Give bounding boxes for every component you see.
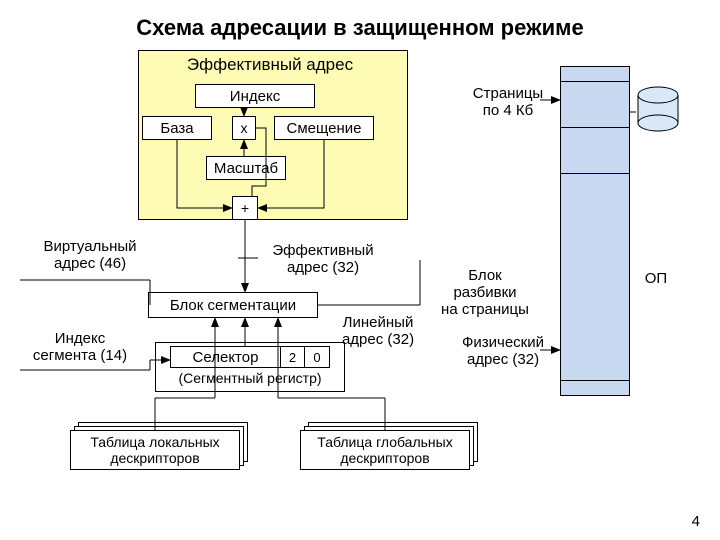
index-box: Индекс [195,84,315,108]
cylinder-icon [636,86,680,136]
global-descriptors-label: Таблица глобальных дескрипторов [300,430,470,470]
segment-index-label: Индекс сегмента (14) [20,330,140,364]
paging-block-label: Блок разбивки на страницы [430,267,540,318]
page-title: Схема адресации в защищенном режиме [0,15,720,41]
scale-box: Масштаб [206,156,286,180]
mul-box: х [232,116,256,140]
segment-register-label: (Сегментный регистр) [155,370,345,386]
selector-box: Селектор 2 0 [170,346,330,368]
op-memory-column [560,66,630,396]
selector-bit-2: 2 [281,347,305,367]
op-label: ОП [636,270,676,287]
offset-box: Смещение [274,116,374,140]
local-descriptors-label: Таблица локальных дескрипторов [70,430,240,470]
selector-bit-0: 0 [305,347,329,367]
selector-main: Селектор [171,347,281,367]
plus-box: + [232,196,258,220]
page-number: 4 [692,513,700,530]
virtual-address-label: Виртуальный адрес (46) [30,238,150,272]
segmentation-block: Блок сегментации [148,292,318,318]
physical-address-label: Физический адрес (32) [448,334,558,368]
linear-address-label: Линейный адрес (32) [328,314,428,348]
ea-title: Эффективный адрес [160,55,380,75]
pages-4kb-label: Страницы по 4 Кб [458,85,558,119]
base-box: База [142,116,212,140]
effective-32-label: Эффективный адрес (32) [258,242,388,276]
